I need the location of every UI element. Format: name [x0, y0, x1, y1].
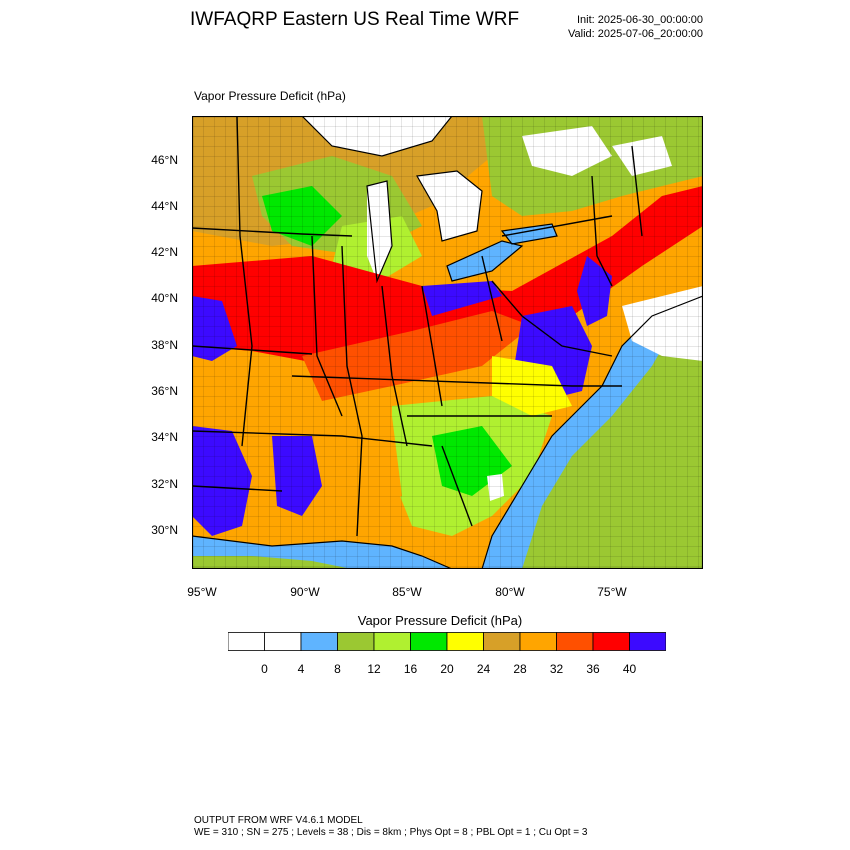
variable-label: Vapor Pressure Deficit (hPa): [194, 89, 346, 103]
colorbar-label: 8: [334, 662, 341, 676]
colorbar-box: [483, 632, 521, 651]
coastlines: [192, 116, 703, 569]
colorbar-box: [337, 632, 375, 651]
colorbar-box: [228, 632, 265, 651]
colorbar-box: [446, 632, 484, 651]
lon-label-95: 95°W: [187, 585, 217, 599]
colorbar-box: [300, 632, 338, 651]
colorbar-box: [519, 632, 557, 651]
colorbar-label: 24: [476, 662, 491, 676]
colorbar-label: 16: [403, 662, 418, 676]
vpd-map: [192, 116, 703, 569]
lon-label-90: 90°W: [290, 585, 320, 599]
model-footer: OUTPUT FROM WRF V4.6.1 MODEL WE = 310 ; …: [194, 815, 587, 839]
lat-label-38: 38°N: [151, 338, 178, 352]
map-frame: [192, 116, 703, 569]
lat-label-36: 36°N: [151, 384, 178, 398]
colorbar-label: 12: [367, 662, 381, 676]
lat-label-34: 34°N: [151, 430, 178, 444]
lat-label-44: 44°N: [151, 199, 178, 213]
plot-title: IWFAQRP Eastern US Real Time WRF: [190, 9, 520, 30]
lat-label-30: 30°N: [151, 523, 178, 537]
colorbar-label: 28: [513, 662, 527, 676]
init-valid-times: Init: 2025-06-30_00:00:00 Valid: 2025-07…: [568, 13, 703, 41]
footer-line-1: OUTPUT FROM WRF V4.6.1 MODEL: [194, 815, 363, 826]
lat-label-42: 42°N: [151, 245, 178, 259]
init-time: Init: 2025-06-30_00:00:00: [577, 14, 703, 26]
lat-label-46: 46°N: [151, 153, 178, 167]
colorbar-box: [373, 632, 411, 651]
colorbar: [228, 632, 666, 651]
colorbar-box: [264, 632, 302, 651]
colorbar-box: [556, 632, 594, 651]
lat-label-40: 40°N: [151, 291, 178, 305]
lon-label-85: 85°W: [392, 585, 422, 599]
lat-label-32: 32°N: [151, 477, 178, 491]
county-lines: [192, 116, 703, 569]
colorbar-label: 32: [549, 662, 564, 676]
footer-line-2: WE = 310 ; SN = 275 ; Levels = 38 ; Dis …: [194, 827, 588, 838]
colorbar-label: 36: [586, 662, 600, 676]
state-borders: [192, 116, 643, 537]
lon-label-80: 80°W: [495, 585, 525, 599]
colorbar-box: [410, 632, 448, 651]
colorbar-label: 0: [261, 662, 268, 676]
colorbar-title: Vapor Pressure Deficit (hPa): [357, 613, 523, 628]
colorbar-box: [592, 632, 630, 651]
colorbar-label: 4: [297, 662, 305, 676]
valid-time: Valid: 2025-07-06_20:00:00: [568, 28, 703, 40]
colorbar-label: 40: [622, 662, 637, 676]
colorbar-label: 20: [440, 662, 454, 676]
lon-label-75: 75°W: [597, 585, 627, 599]
colorbar-box: [629, 632, 666, 651]
